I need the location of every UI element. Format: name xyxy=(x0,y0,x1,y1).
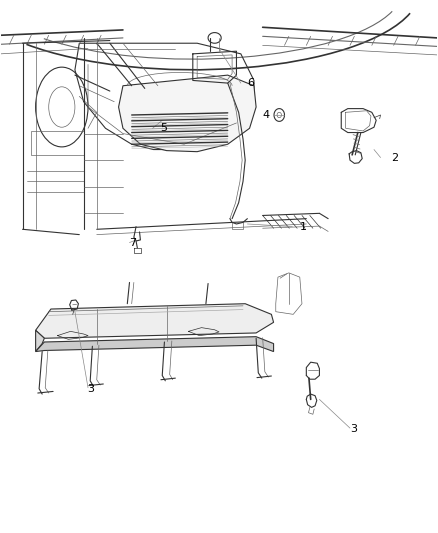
Text: 2: 2 xyxy=(392,152,399,163)
Text: 5: 5 xyxy=(160,123,167,133)
Text: 3: 3 xyxy=(350,424,357,434)
Text: 7: 7 xyxy=(130,238,137,247)
Text: 1: 1 xyxy=(300,222,307,232)
Text: 3: 3 xyxy=(87,384,94,394)
Text: 4: 4 xyxy=(263,110,270,120)
Polygon shape xyxy=(35,304,274,338)
Polygon shape xyxy=(119,75,256,152)
Polygon shape xyxy=(35,330,44,352)
Text: 6: 6 xyxy=(247,78,254,88)
Polygon shape xyxy=(35,337,274,352)
